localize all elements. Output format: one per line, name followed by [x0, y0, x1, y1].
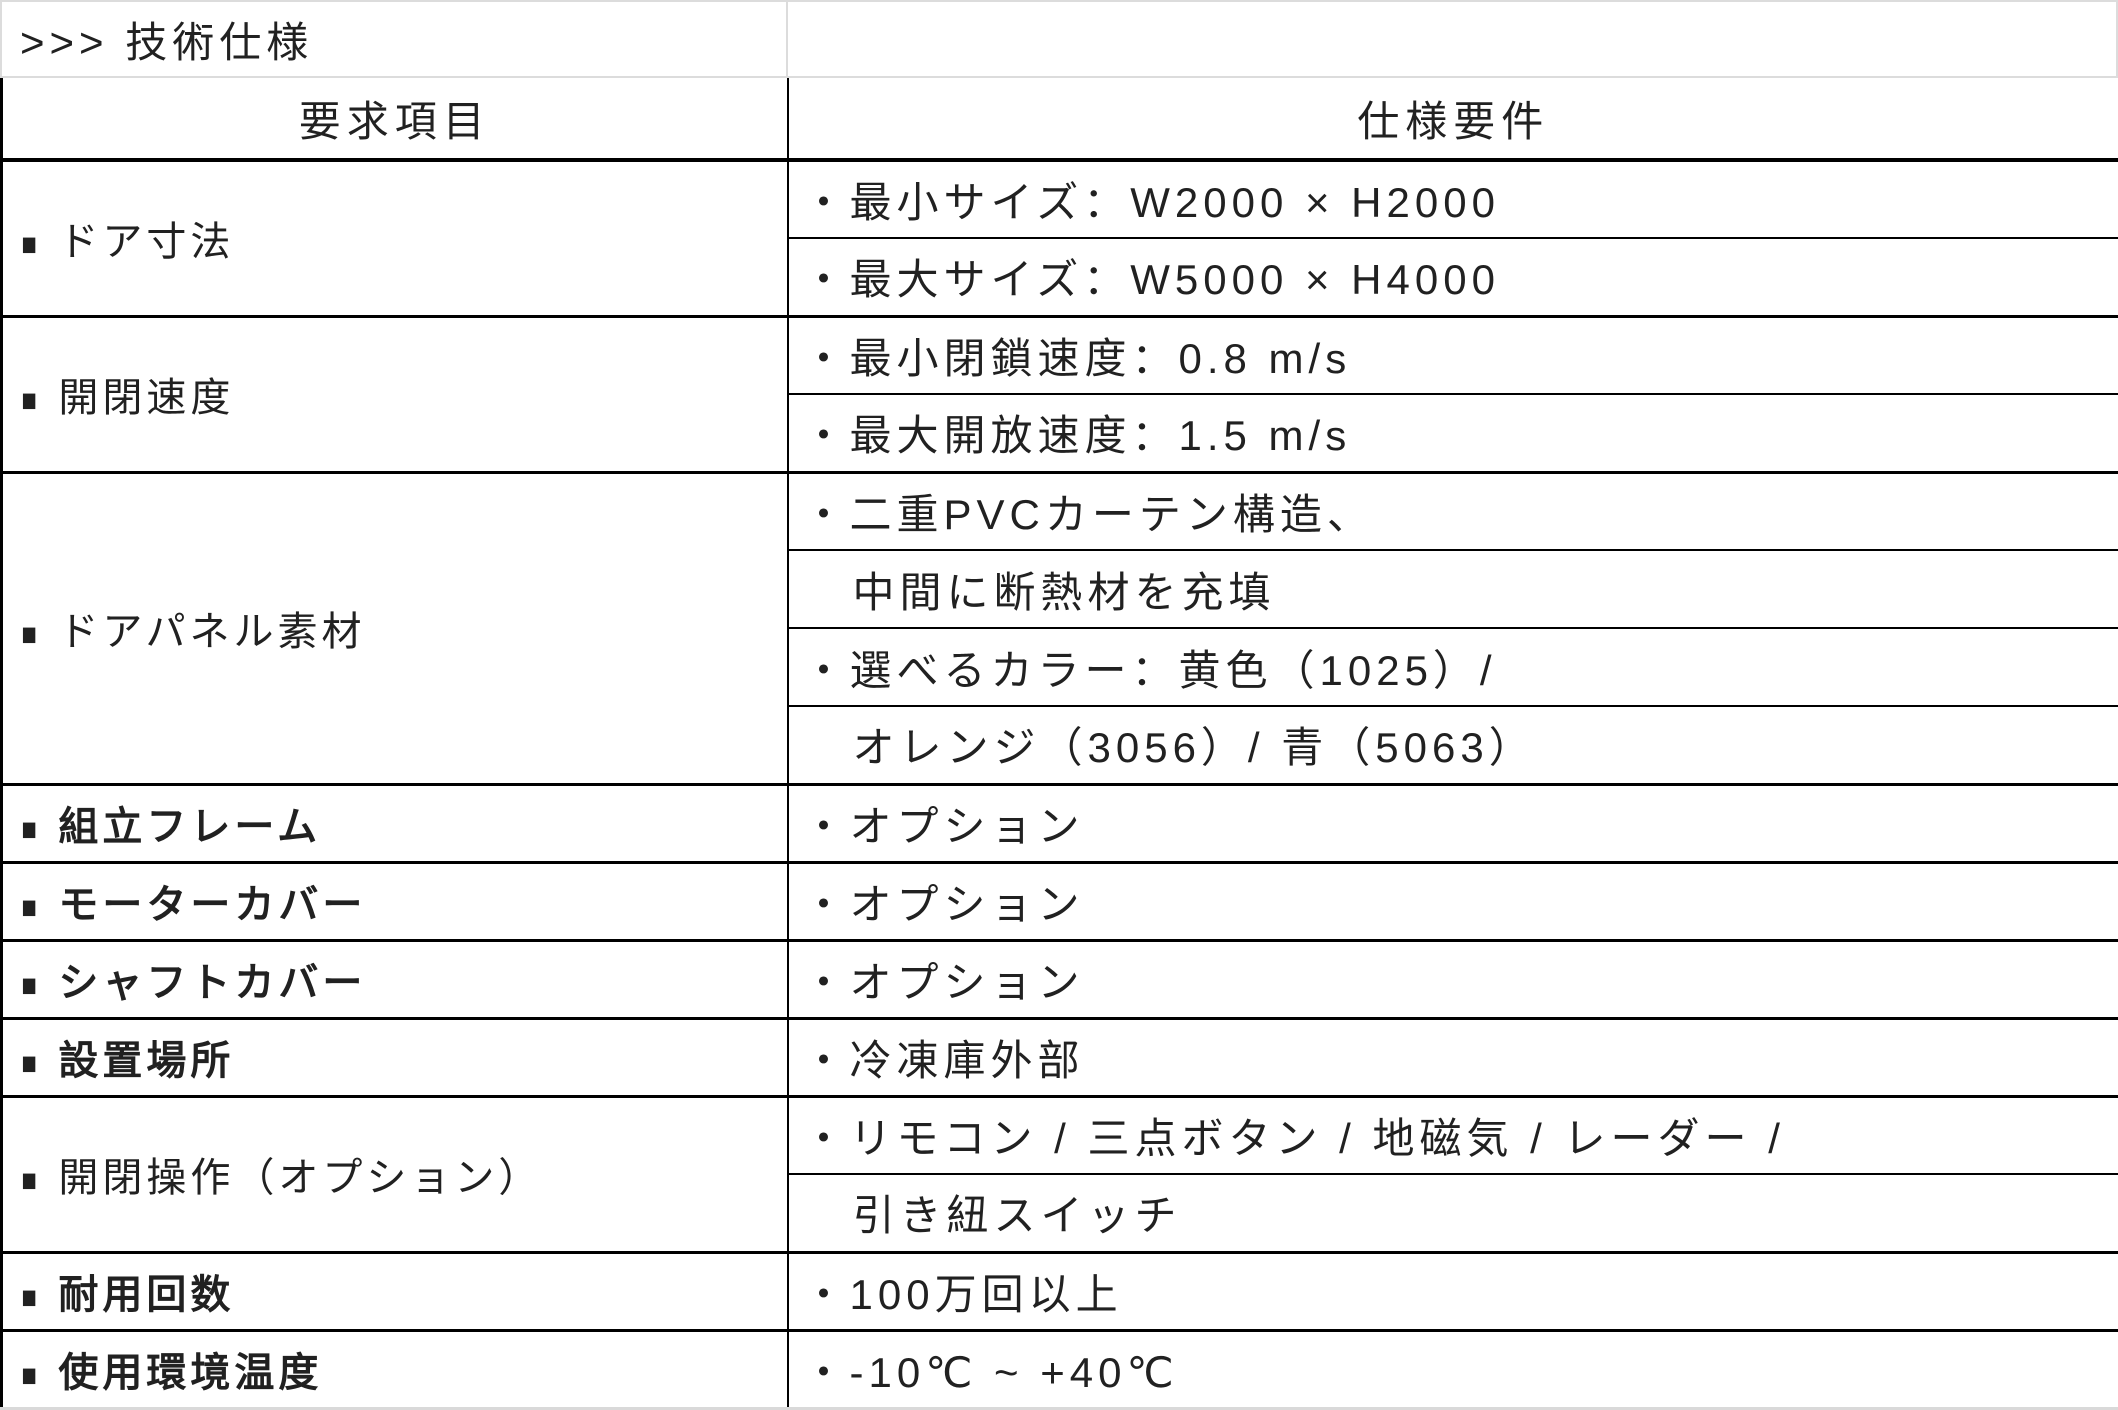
table-row: ■ 耐用回数 ・100万回以上	[2, 1252, 2118, 1330]
spec-cell-max-opening-speed: ・最大開放速度：1.5 m/s	[788, 394, 2118, 472]
spec-cell-freezer-exterior: ・冷凍庫外部	[788, 1018, 2118, 1096]
spec-cell-pvc-curtain: ・二重PVCカーテン構造、	[788, 472, 2118, 550]
spec-cell-operation-methods: ・リモコン / 三点ボタン / 地磁気 / レーダー /	[788, 1096, 2118, 1174]
item-label: 組立フレーム	[58, 805, 321, 849]
spec-cell-assembly-frame-option: ・オプション	[788, 784, 2118, 862]
item-cell-installation-location: ■ 設置場所	[2, 1018, 788, 1096]
title-empty-cell	[788, 2, 2116, 76]
square-bullet-icon: ■	[21, 226, 40, 263]
table-row: ■ シャフトカバー ・オプション	[2, 940, 2118, 1018]
item-label: 設置場所	[58, 1039, 234, 1083]
item-label: シャフトカバー	[58, 961, 366, 1005]
section-title: >>> 技術仕様	[2, 2, 788, 76]
table-row: ■ドアパネル素材 ・二重PVCカーテン構造、	[2, 472, 2118, 550]
item-label: ドア寸法	[58, 220, 234, 264]
spec-cell-motor-cover-option: ・オプション	[788, 862, 2118, 940]
square-bullet-icon: ■	[21, 967, 40, 1004]
spec-cell-insulation-fill: 中間に断熱材を充填	[788, 550, 2118, 628]
item-cell-operation-options: ■ 開閉操作（オプション）	[2, 1096, 788, 1252]
table-row: ■ 使用環境温度 ・-10℃ ~ +40℃	[2, 1330, 2118, 1408]
table-header-row: 要求項目 仕様要件	[2, 78, 2118, 160]
item-label: 開閉速度	[58, 376, 234, 420]
square-bullet-icon: ■	[21, 1045, 40, 1082]
square-bullet-icon: ■	[21, 1357, 40, 1394]
spec-cell-shaft-cover-option: ・オプション	[788, 940, 2118, 1018]
spec-cell-min-size: ・最小サイズ：W2000 × H2000	[788, 160, 2118, 238]
square-bullet-icon: ■	[21, 382, 40, 419]
spec-cell-color-options-2: オレンジ（3056）/ 青（5063）	[788, 706, 2118, 784]
square-bullet-icon: ■	[21, 889, 40, 926]
table-row: ■開閉操作（オプション） ・リモコン / 三点ボタン / 地磁気 / レーダー …	[2, 1096, 2118, 1174]
item-cell-open-close-speed: ■ 開閉速度	[2, 316, 788, 472]
spec-cell-pull-cord-switch: 引き紐スイッチ	[788, 1174, 2118, 1252]
spec-cell-min-closing-speed: ・最小閉鎖速度：0.8 m/s	[788, 316, 2118, 394]
item-label: モーターカバー	[58, 883, 366, 927]
item-label: 開閉操作（オプション）	[58, 1156, 542, 1200]
spec-cell-million-cycles: ・100万回以上	[788, 1252, 2118, 1330]
spec-cell-color-options: ・選べるカラー：黄色（1025）/	[788, 628, 2118, 706]
header-item-column: 要求項目	[2, 78, 788, 160]
square-bullet-icon: ■	[21, 616, 40, 653]
spec-cell-max-size: ・最大サイズ：W5000 × H4000	[788, 238, 2118, 316]
item-label: 使用環境温度	[58, 1351, 322, 1395]
item-label: ドアパネル素材	[58, 610, 365, 654]
item-cell-assembly-frame: ■ 組立フレーム	[2, 784, 788, 862]
spec-table: 要求項目 仕様要件 ■ドア寸法 ・最小サイズ：W2000 × H2000 ・最大…	[0, 78, 2118, 1410]
table-row: ■開閉速度 ・最小閉鎖速度：0.8 m/s	[2, 316, 2118, 394]
square-bullet-icon: ■	[21, 811, 40, 848]
table-row: ■ モーターカバー ・オプション	[2, 862, 2118, 940]
item-cell-shaft-cover: ■ シャフトカバー	[2, 940, 788, 1018]
item-cell-door-panel-material: ■ ドアパネル素材	[2, 472, 788, 784]
item-cell-door-dimensions: ■ ドア寸法	[2, 160, 788, 316]
item-label: 耐用回数	[58, 1273, 234, 1317]
table-row: ■ドア寸法 ・最小サイズ：W2000 × H2000	[2, 160, 2118, 238]
spec-cell-temperature-range: ・-10℃ ~ +40℃	[788, 1330, 2118, 1408]
square-bullet-icon: ■	[21, 1279, 40, 1316]
item-cell-operating-temperature: ■ 使用環境温度	[2, 1330, 788, 1408]
header-spec-column: 仕様要件	[788, 78, 2118, 160]
item-cell-durability-cycles: ■ 耐用回数	[2, 1252, 788, 1330]
table-row: ■ 設置場所 ・冷凍庫外部	[2, 1018, 2118, 1096]
table-row: ■ 組立フレーム ・オプション	[2, 784, 2118, 862]
item-cell-motor-cover: ■ モーターカバー	[2, 862, 788, 940]
section-title-row: >>> 技術仕様	[0, 0, 2118, 78]
square-bullet-icon: ■	[21, 1162, 40, 1199]
